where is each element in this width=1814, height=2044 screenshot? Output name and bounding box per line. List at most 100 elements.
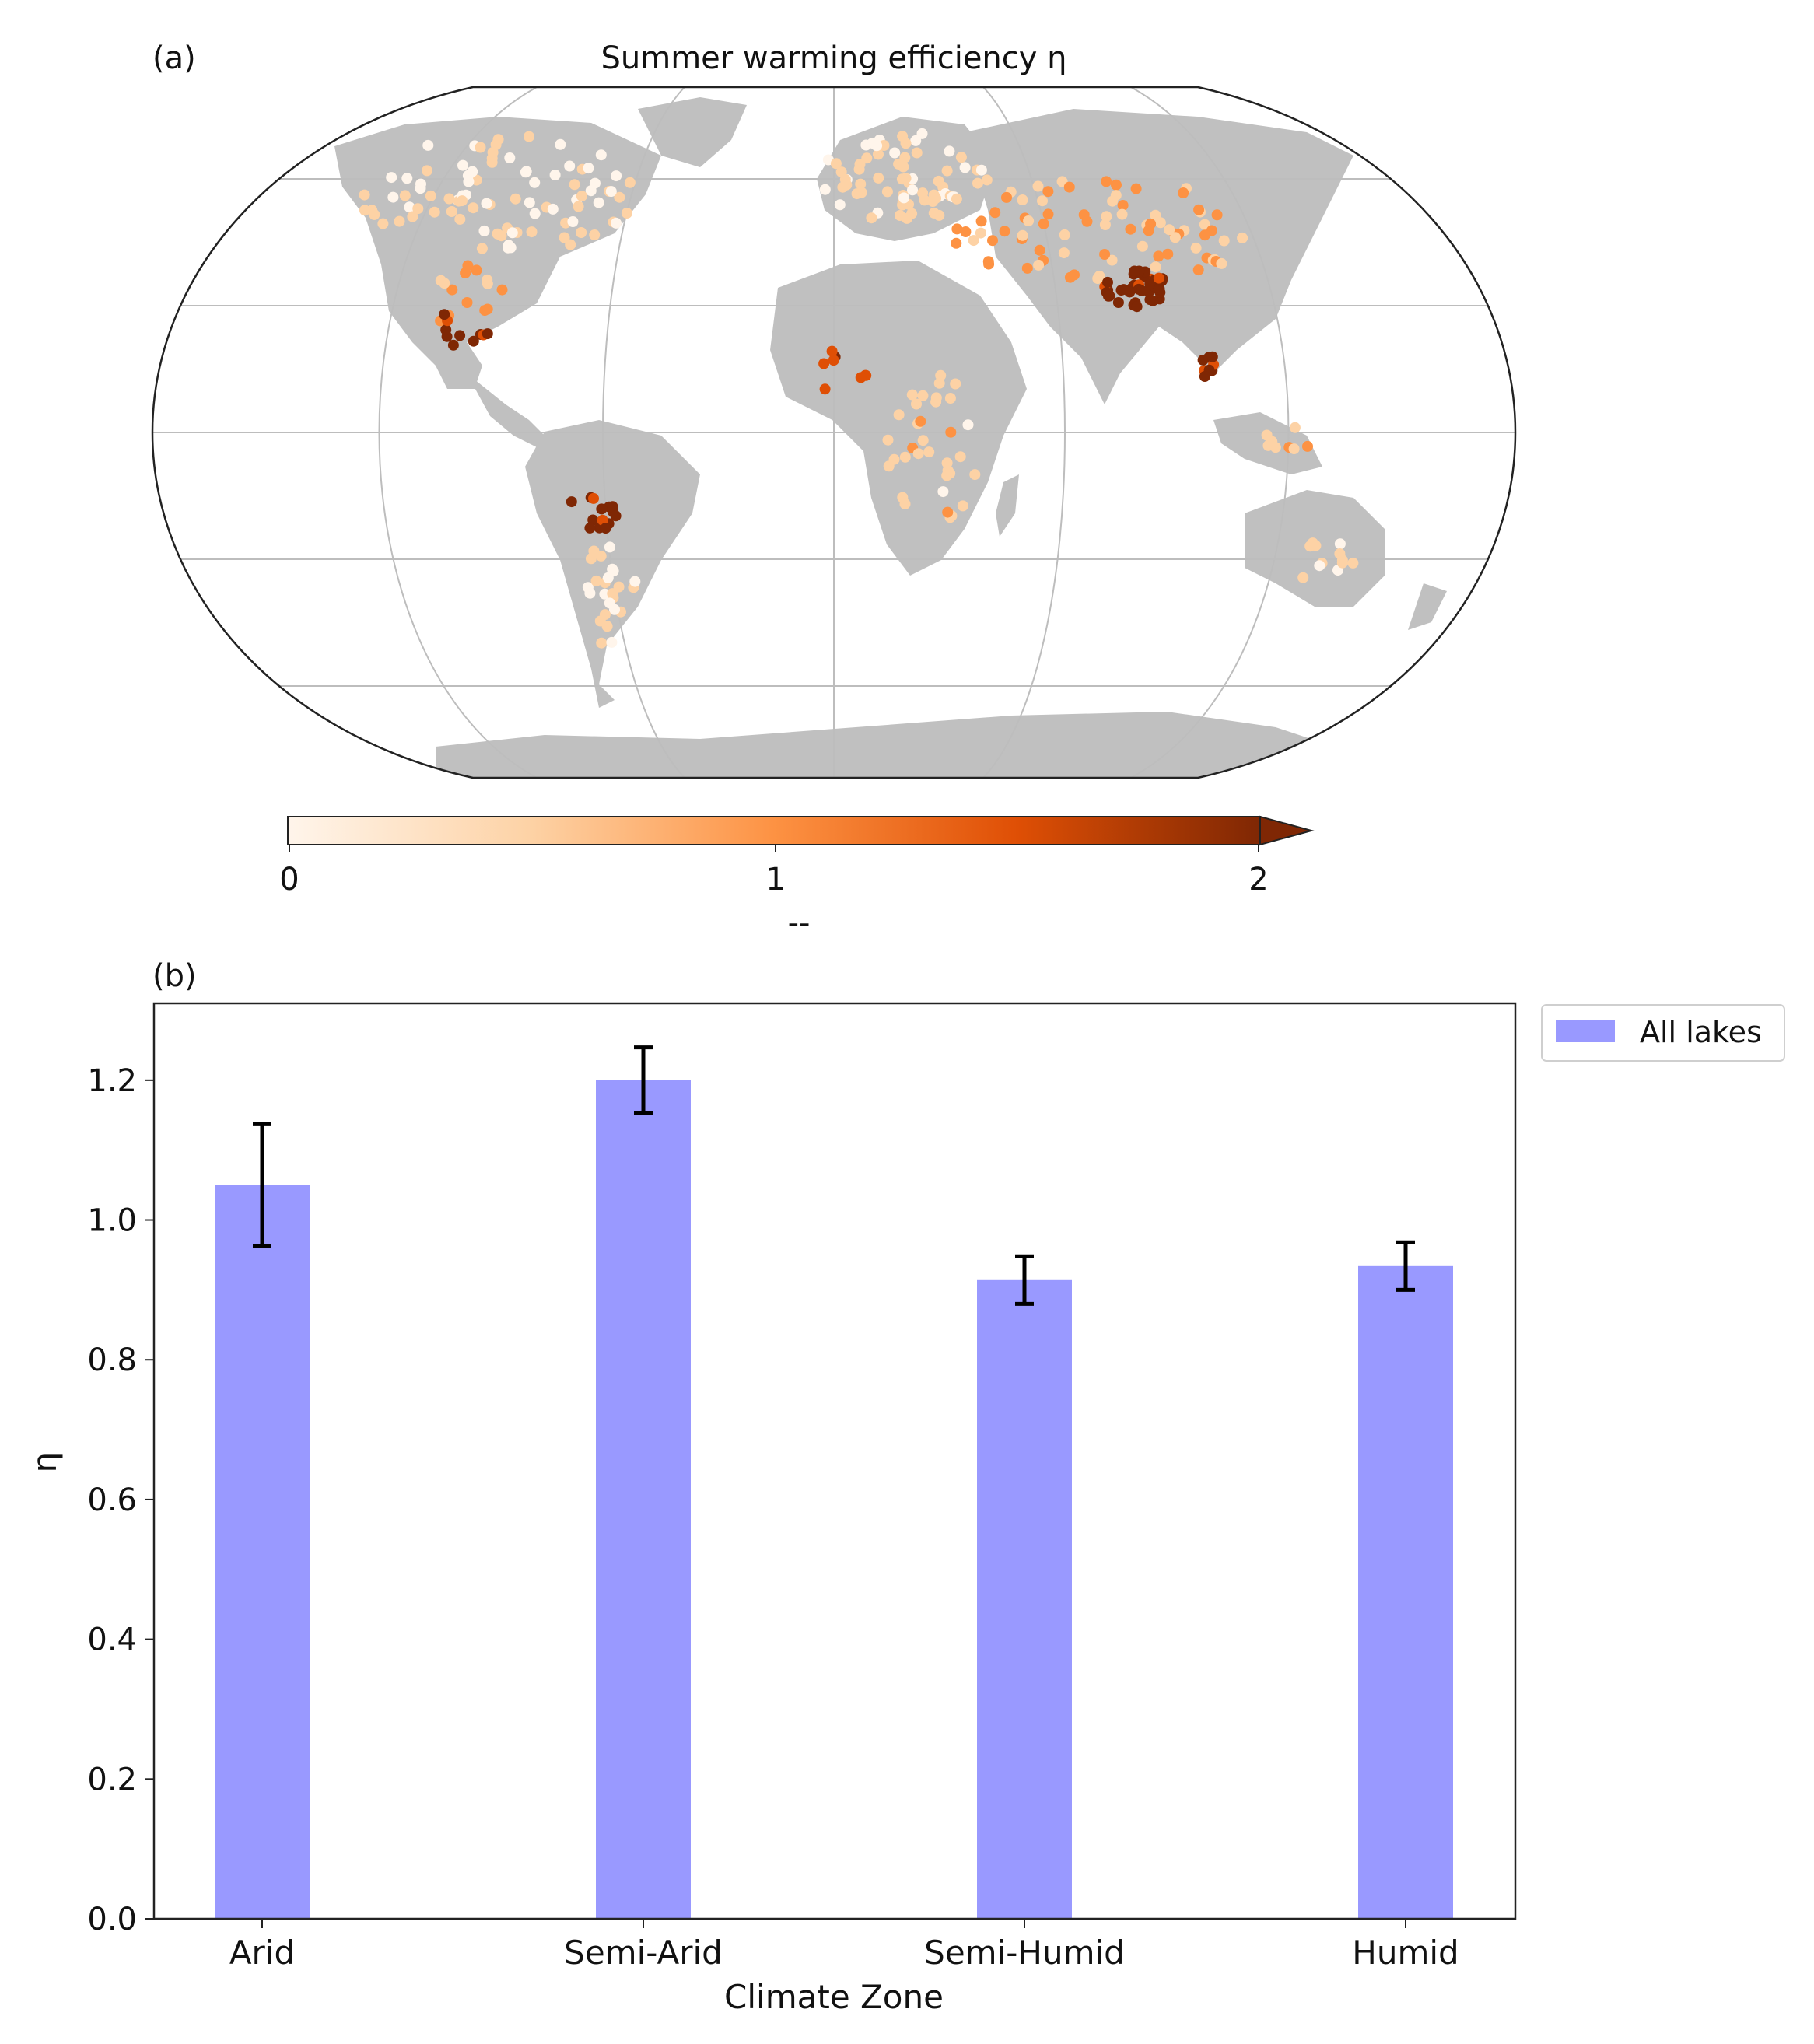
lake-point <box>937 486 949 498</box>
lake-point <box>576 227 587 238</box>
lake-point <box>1099 219 1111 230</box>
lake-point <box>1129 265 1140 277</box>
lake-point <box>969 469 981 481</box>
lake-point <box>457 159 468 171</box>
lake-point <box>457 195 468 207</box>
lake-point <box>1302 440 1313 452</box>
lake-point <box>989 207 1001 219</box>
lake-point <box>609 604 620 615</box>
lake-point <box>564 160 576 172</box>
bar-semi-humid <box>977 1279 1072 1919</box>
lake-point <box>604 541 615 553</box>
lake-point <box>1347 557 1359 569</box>
lake-point <box>610 510 622 522</box>
lake-point <box>429 206 440 218</box>
lake-point <box>1023 215 1035 226</box>
lake-point <box>1162 248 1174 260</box>
lake-point <box>481 198 492 209</box>
lake-point <box>1154 283 1165 295</box>
lake-point <box>565 239 576 250</box>
lake-point <box>906 389 918 401</box>
lake-point <box>471 264 482 276</box>
lake-point <box>506 227 518 239</box>
panel-b-label: (b) <box>152 958 197 994</box>
lake-point <box>853 163 865 175</box>
lake-point <box>1130 183 1142 194</box>
lake-point <box>463 176 475 187</box>
lake-point <box>897 131 909 142</box>
lake-point <box>359 205 370 216</box>
lake-point <box>611 217 622 229</box>
lake-point <box>1033 259 1045 271</box>
lake-point <box>1037 195 1048 207</box>
lake-point <box>482 328 493 340</box>
lake-point <box>866 212 877 224</box>
lake-point <box>975 215 987 227</box>
y-tick-label: 1.2 <box>87 1063 137 1099</box>
y-tick-label: 0.2 <box>87 1762 137 1797</box>
lake-point <box>898 192 910 204</box>
lake-point <box>1111 179 1122 191</box>
lake-point <box>1110 190 1122 201</box>
colorbar-label: -- <box>788 905 811 941</box>
lake-point <box>1304 541 1316 552</box>
y-tick-label: 0.0 <box>87 1902 137 1937</box>
lake-point <box>377 218 389 229</box>
lake-point <box>524 197 535 208</box>
lake-point <box>1144 278 1156 290</box>
lake-point <box>461 297 473 308</box>
lake-point <box>1169 232 1181 243</box>
x-tick-label-semi-arid: Semi-Arid <box>564 1934 723 1972</box>
meridian-60e <box>982 87 1066 778</box>
lake-point <box>510 193 521 205</box>
lake-point <box>945 426 957 438</box>
lake-point <box>1136 240 1148 252</box>
lake-point <box>496 284 508 296</box>
lake-point <box>1106 254 1118 266</box>
lake-point <box>529 208 541 219</box>
lake-point <box>439 309 450 320</box>
lake-point <box>917 435 929 446</box>
lake-point <box>916 128 928 139</box>
lake-point <box>567 216 579 227</box>
lake-point <box>447 339 459 351</box>
lake-point <box>446 206 457 217</box>
lake-point <box>982 256 994 268</box>
lake-point <box>960 226 972 237</box>
lake-point <box>1017 229 1028 241</box>
y-tick-label: 0.4 <box>87 1622 137 1658</box>
lake-point <box>605 186 617 198</box>
lake-point <box>1125 223 1136 235</box>
meridian-60w <box>602 87 685 778</box>
legend: All lakes <box>1541 1004 1785 1062</box>
lake-point <box>1199 371 1210 382</box>
lake-point <box>593 197 604 208</box>
land-greenland <box>638 97 747 167</box>
lake-point <box>1199 229 1210 241</box>
lake-point <box>927 196 939 207</box>
graticule <box>152 87 1515 778</box>
lake-point <box>629 576 641 587</box>
lake-point <box>1211 209 1223 221</box>
lake-point <box>1017 194 1028 205</box>
lake-point <box>589 229 601 240</box>
lake-point <box>454 213 466 225</box>
lake-point <box>613 581 625 593</box>
lake-point <box>818 358 830 369</box>
lake-point <box>446 284 458 296</box>
lake-points <box>359 128 1359 649</box>
lake-point <box>454 330 466 341</box>
lake-point <box>584 587 596 599</box>
land-new-zealand <box>1408 583 1447 630</box>
lake-point <box>359 189 370 201</box>
panel-a-label: (a) <box>152 40 196 76</box>
lake-point <box>941 165 953 177</box>
lake-point <box>387 191 399 203</box>
lake-point <box>1102 276 1113 288</box>
lake-point <box>443 193 455 205</box>
map-frame <box>151 86 1517 779</box>
lake-point <box>467 166 478 177</box>
lake-point <box>1021 262 1033 274</box>
lake-point <box>1153 272 1164 284</box>
lake-point <box>951 193 962 205</box>
